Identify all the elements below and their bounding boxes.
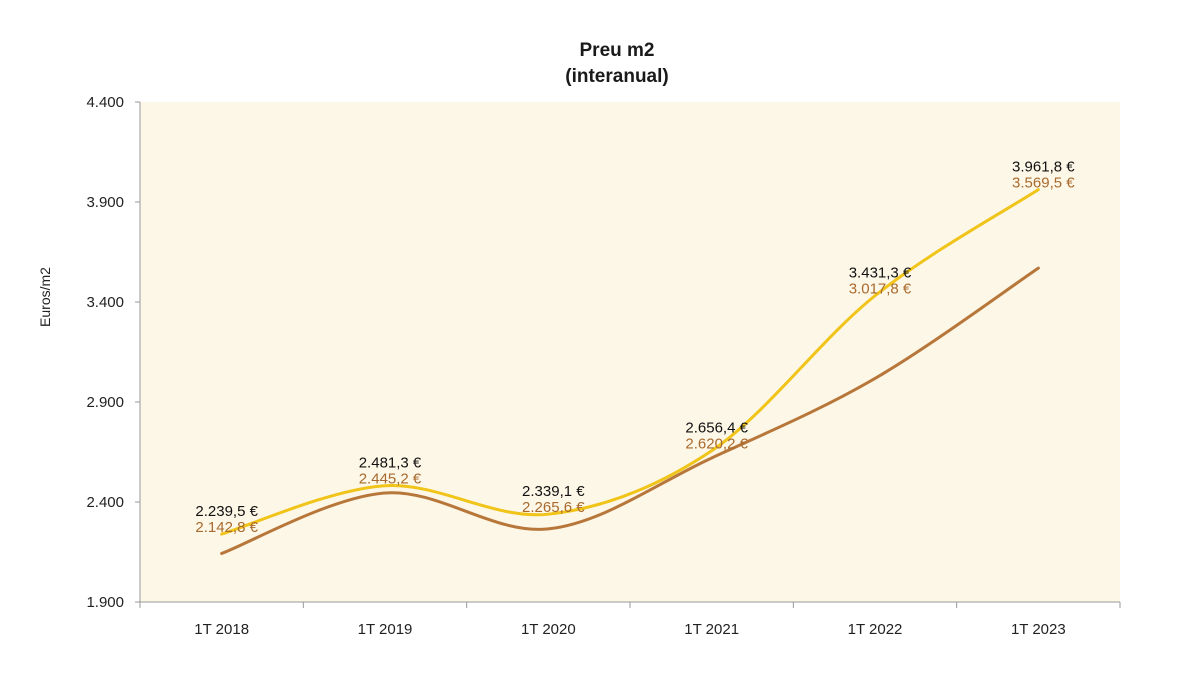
data-label: 2.481,3 €	[359, 455, 422, 472]
data-label: 3.569,5 €	[1012, 175, 1075, 192]
plot-area	[140, 102, 1120, 602]
series-line-1	[220, 188, 1040, 536]
data-label: 2.142,8 €	[195, 519, 258, 536]
x-tick-label: 1T 2019	[358, 621, 413, 638]
chart-subtitle: (interanual)	[565, 66, 668, 87]
x-tick-label: 1T 2022	[848, 621, 903, 638]
data-label: 3.431,3 €	[849, 265, 912, 282]
data-label: 2.620,2 €	[685, 436, 748, 453]
y-tick-label: 2.900	[86, 394, 124, 411]
data-label: 2.265,6 €	[522, 499, 585, 516]
y-axis-label: Euros/m2	[37, 267, 53, 327]
y-tick-label: 3.400	[86, 294, 124, 311]
x-tick-label: 1T 2023	[1011, 621, 1066, 638]
x-tick-label: 1T 2018	[194, 621, 249, 638]
y-tick-label: 3.900	[86, 194, 124, 211]
chart-title: Preu m2	[580, 40, 655, 61]
y-tick-label: 4.400	[86, 94, 124, 111]
data-label: 3.961,8 €	[1012, 159, 1075, 176]
series-line-2	[220, 266, 1040, 555]
data-label: 2.339,1 €	[522, 483, 585, 500]
data-label: 3.017,8 €	[849, 281, 912, 298]
data-label: 2.656,4 €	[685, 420, 748, 437]
y-tick-label: 2.400	[86, 494, 124, 511]
data-label: 2.239,5 €	[195, 503, 258, 520]
x-tick-label: 1T 2021	[684, 621, 739, 638]
y-tick-label: 1.900	[86, 594, 124, 611]
x-tick-label: 1T 2020	[521, 621, 576, 638]
data-label: 2.445,2 €	[359, 471, 422, 488]
